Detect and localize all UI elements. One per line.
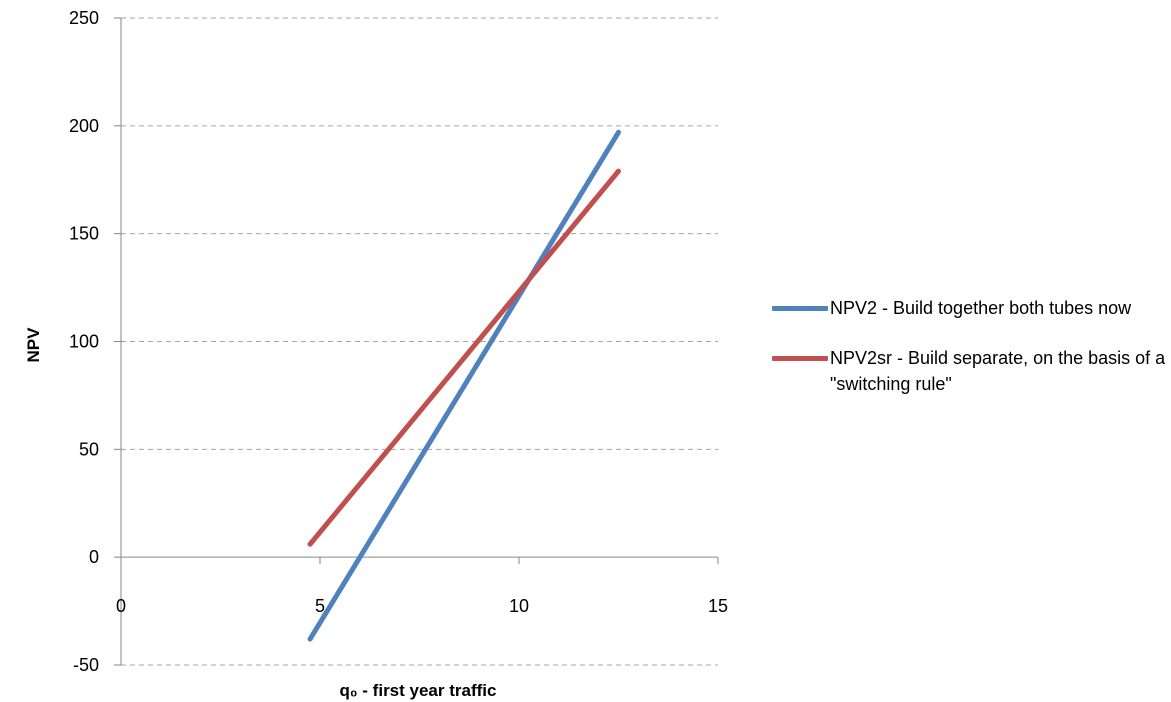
x-tick-label-15: 15 [708,596,728,616]
x-tick-label-0: 0 [116,596,126,616]
x-tick-label-5: 5 [315,596,325,616]
series-line-npv2 [307,129,621,642]
y-tick-label-200: 200 [69,116,99,136]
grid-lines [121,17,718,666]
y-tick-label-250: 250 [69,8,99,28]
legend-swatch-npv2sr [772,356,828,361]
legend-label-npv2: NPV2 - Build together both tubes now [830,298,1132,318]
tick-labels: -50 0 50 100 150 200 250 0 5 10 15 [69,8,728,675]
y-tick-label--50: -50 [73,655,99,675]
x-tick-label-10: 10 [509,596,529,616]
legend-swatch-npv2 [772,306,828,311]
legend-item-npv2sr: NPV2sr - Build separate, on the basis of… [772,345,1167,397]
legend-label-npv2sr: NPV2sr - Build separate, on the basis of… [830,348,1166,394]
y-tick-label-150: 150 [69,224,99,244]
y-tick-label-0: 0 [89,547,99,567]
legend-item-npv2: NPV2 - Build together both tubes now [772,295,1167,321]
y-axis-title: NPV [24,327,43,363]
legend: NPV2 - Build together both tubes now NPV… [772,295,1167,421]
x-axis-title: q₀ - first year traffic [340,681,497,700]
axes [114,17,719,666]
series-lines [307,129,621,642]
series-line-npv2sr [307,168,621,547]
y-tick-label-50: 50 [79,439,99,459]
y-tick-label-100: 100 [69,332,99,352]
